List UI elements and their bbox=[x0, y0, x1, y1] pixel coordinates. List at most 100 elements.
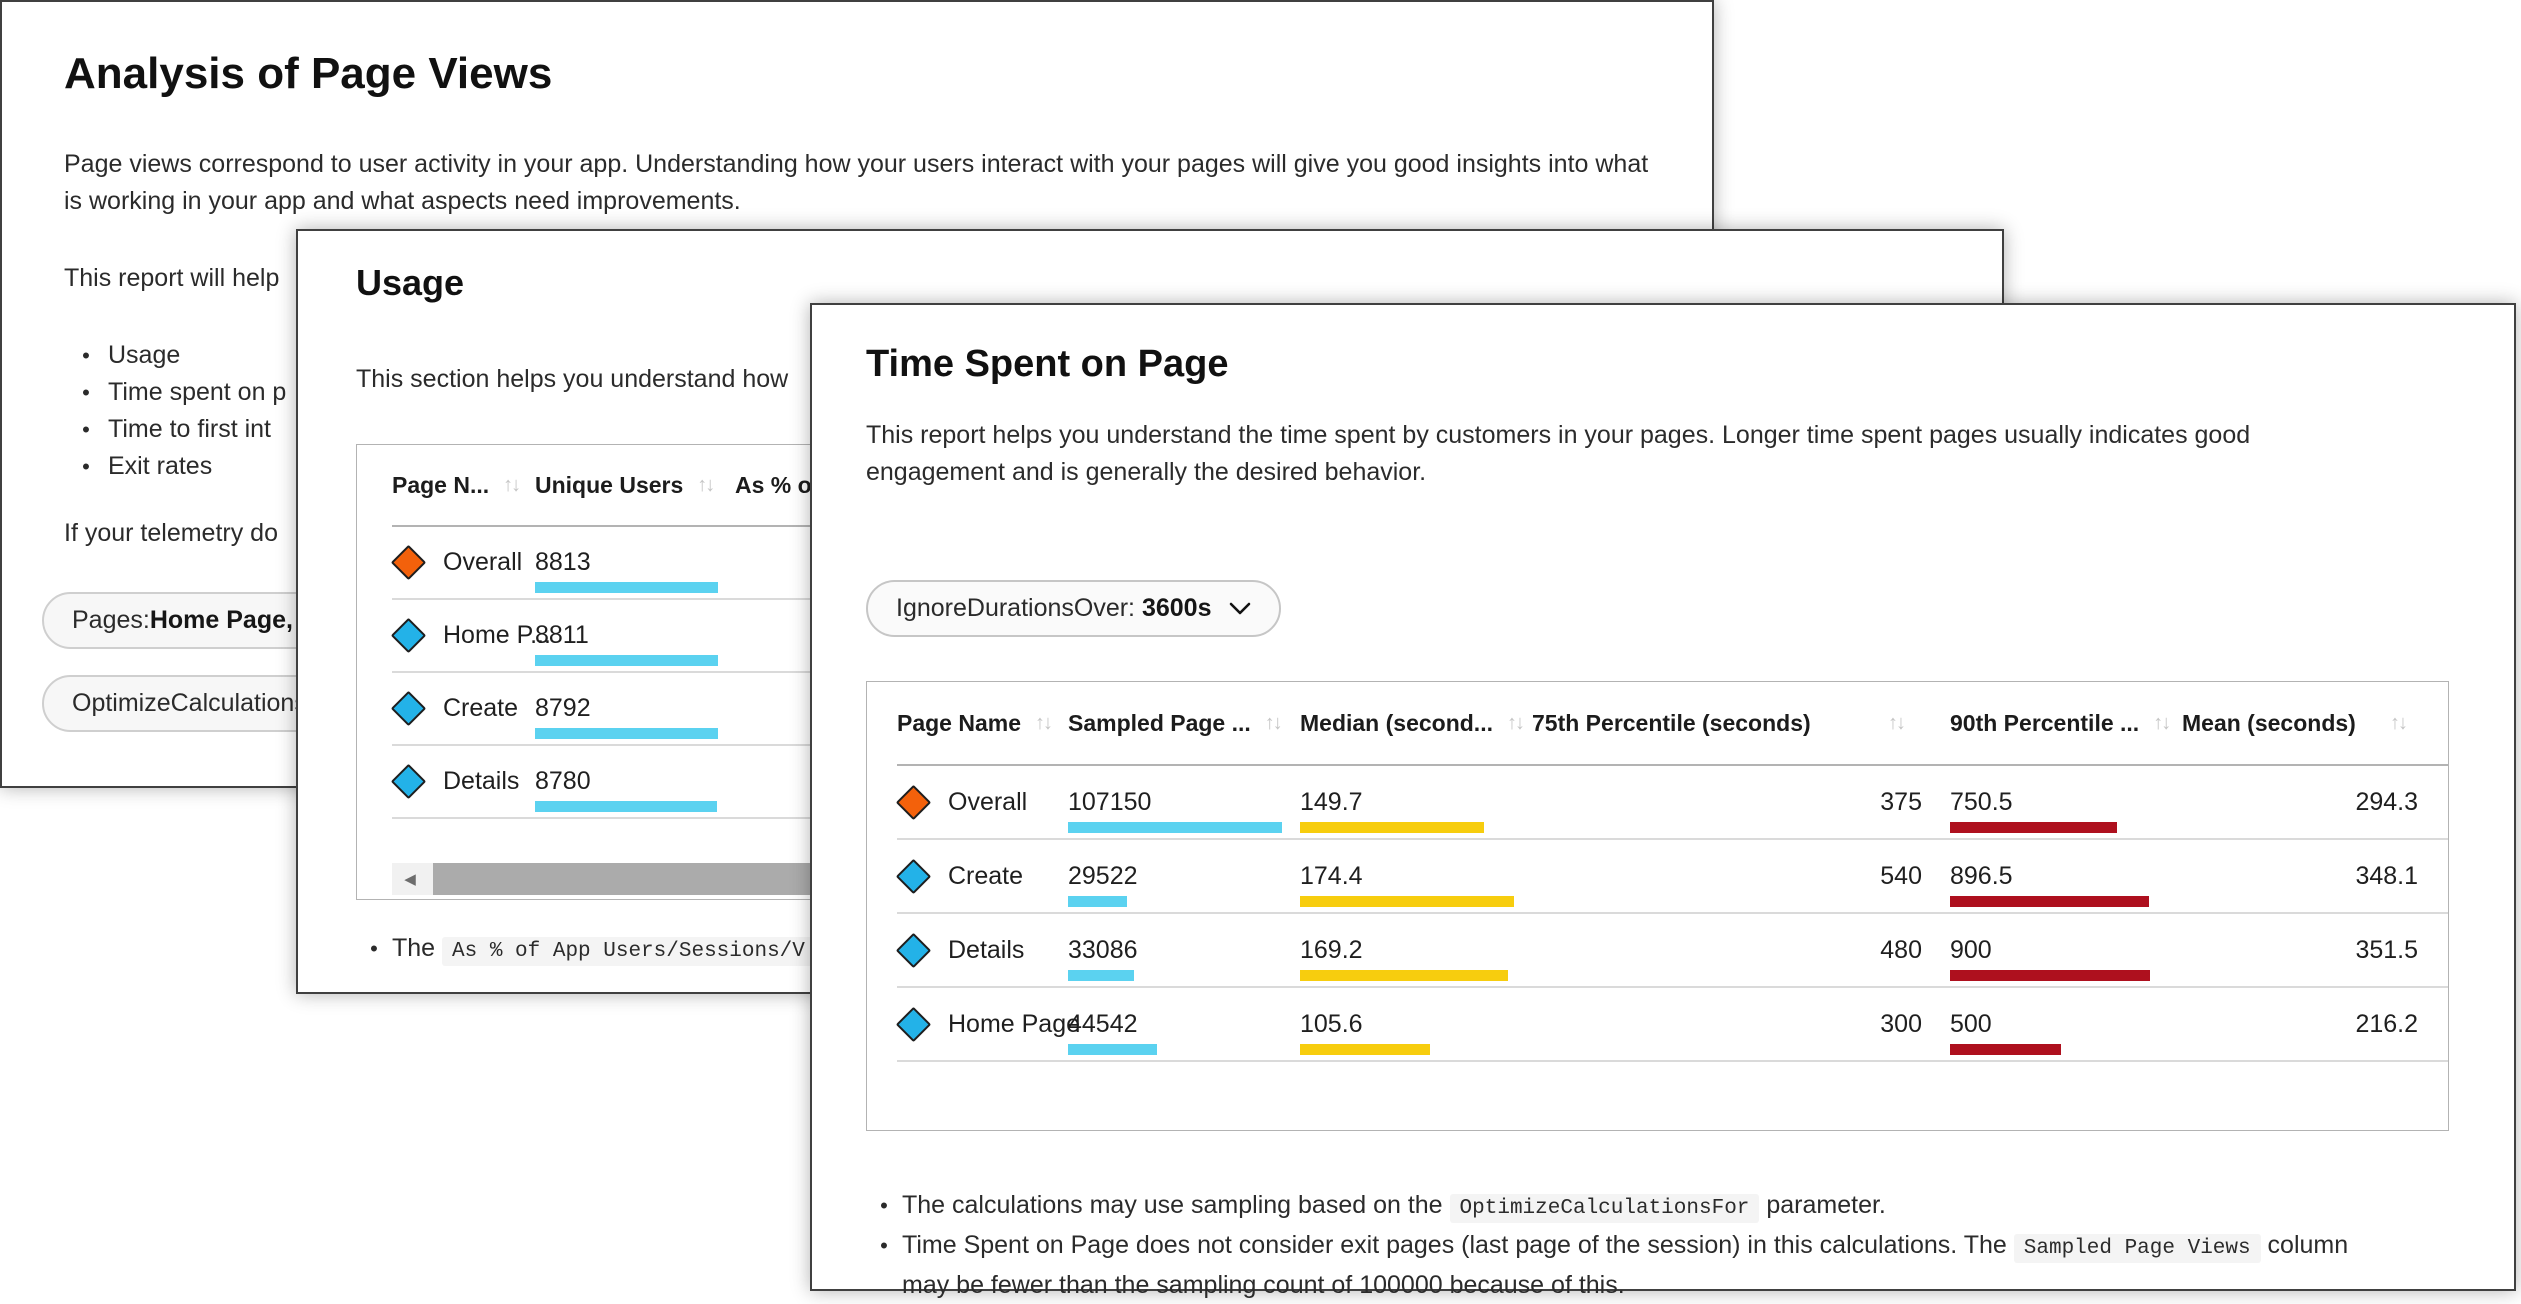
table-row: Create 29522 174.4 540 896.5 348.1 bbox=[895, 840, 2448, 914]
bullet-icon: • bbox=[880, 1233, 888, 1258]
cell-value: 105.6 bbox=[1300, 1009, 1363, 1038]
column-header-page-name[interactable]: Page N... ↑↓ bbox=[392, 471, 521, 498]
scroll-left-icon[interactable]: ◀ bbox=[392, 863, 428, 895]
bullet-icon: • bbox=[370, 936, 378, 961]
page-name-cell: Details bbox=[390, 746, 535, 817]
page-title: Analysis of Page Views bbox=[64, 49, 553, 98]
data-bar bbox=[535, 801, 717, 812]
cell-value: 216.2 bbox=[2355, 1009, 2418, 1038]
sort-icon[interactable]: ↑↓ bbox=[503, 473, 521, 496]
list-item: • Time spent on p bbox=[64, 374, 1672, 411]
list-item-label: Usage bbox=[108, 341, 181, 369]
page-name-label: Create bbox=[443, 694, 519, 722]
data-bar bbox=[1950, 1044, 2061, 1055]
value-cell-with-databar: 107150 bbox=[1068, 766, 1300, 838]
cell-value: 480 bbox=[1880, 935, 1922, 964]
cell-value: 149.7 bbox=[1300, 787, 1363, 816]
sort-icon[interactable]: ↑↓ bbox=[697, 473, 715, 496]
value-cell-with-databar: 44542 bbox=[1068, 988, 1300, 1060]
page-name-label: Overall bbox=[948, 787, 1028, 816]
inline-code: OptimizeCalculationsFor bbox=[1449, 1194, 1760, 1223]
data-bar bbox=[1068, 896, 1127, 907]
bullet-icon: • bbox=[82, 454, 90, 479]
data-bar bbox=[1300, 970, 1508, 981]
inline-code: Sampled Page Views bbox=[2013, 1234, 2261, 1263]
column-header-90th-percentile[interactable]: 90th Percentile ... ↑↓ bbox=[1950, 709, 2171, 736]
list-item-label: Time spent on p bbox=[108, 378, 287, 406]
bullet-icon: • bbox=[880, 1193, 888, 1218]
column-header-unique-users[interactable]: Unique Users ↑↓ bbox=[535, 471, 715, 498]
value-cell-with-databar: 174.4 bbox=[1300, 840, 1532, 912]
data-bar bbox=[1950, 896, 2149, 907]
column-header-75th-percentile[interactable]: 75th Percentile (seconds) ↑↓ bbox=[1532, 709, 1906, 736]
sort-icon[interactable]: ↑↓ bbox=[1264, 711, 1283, 734]
value-cell-with-databar: 33086 bbox=[1068, 914, 1300, 986]
column-header-mean-seconds[interactable]: Mean (seconds) ↑↓ bbox=[2182, 709, 2408, 736]
section-intro: This section helps you understand how bbox=[356, 365, 789, 393]
cell-value: 896.5 bbox=[1950, 861, 2013, 890]
page-name-cell: Home Page bbox=[895, 988, 1080, 1060]
data-bar bbox=[1068, 1044, 1157, 1055]
column-header-sampled-page-views[interactable]: Sampled Page ... ↑↓ bbox=[1068, 709, 1283, 736]
page-name-label: Details bbox=[443, 767, 520, 795]
data-bar bbox=[1950, 822, 2117, 833]
cell-value: 169.2 bbox=[1300, 935, 1363, 964]
bullet-icon: • bbox=[82, 417, 90, 442]
note-item: • Time Spent on Page does not consider e… bbox=[866, 1227, 2451, 1304]
inline-code: As % of App Users/Sessions/V bbox=[442, 937, 815, 966]
page-name-label: Details bbox=[948, 935, 1025, 964]
parameter-pills: Pages: Home Page, D OptimizeCalculations bbox=[42, 592, 1672, 732]
bullet-icon: • bbox=[82, 343, 90, 368]
value-cell-with-databar: 900 bbox=[1950, 914, 2182, 986]
legend-diamond-icon bbox=[895, 858, 932, 894]
ignore-durations-over-dropdown[interactable]: IgnoreDurationsOver: 3600s bbox=[866, 580, 1282, 637]
page-name-cell: Details bbox=[895, 914, 1068, 986]
sort-icon[interactable]: ↑↓ bbox=[1888, 711, 1906, 734]
value-cell-with-databar: 500 bbox=[1950, 988, 2182, 1060]
page-name-cell: Create bbox=[895, 840, 1068, 912]
list-item-label: Exit rates bbox=[108, 452, 213, 480]
intro-paragraph: Page views correspond to user activity i… bbox=[64, 150, 1649, 215]
column-header-as-percent[interactable]: As % of bbox=[735, 471, 820, 498]
sort-icon[interactable]: ↑↓ bbox=[1035, 711, 1053, 734]
table-row: Details 33086 169.2 480 900 351.5 bbox=[895, 914, 2448, 988]
optimize-calculations-parameter-pill[interactable]: OptimizeCalculations bbox=[42, 675, 337, 732]
page-name-label: Create bbox=[948, 861, 1024, 890]
cell-value: 375 bbox=[1880, 787, 1922, 816]
time-table-header: Page Name ↑↓ Sampled Page ... ↑↓ Median … bbox=[897, 682, 2448, 766]
value-cell: 480 bbox=[1532, 914, 1950, 986]
legend-diamond-icon bbox=[390, 617, 427, 654]
legend-diamond-icon bbox=[895, 784, 932, 820]
sort-icon[interactable]: ↑↓ bbox=[2153, 711, 2171, 734]
note-item: • The As % of App Users/Sessions/V bbox=[356, 930, 1962, 970]
value-cell: 294.3 bbox=[2182, 766, 2448, 838]
page-name-cell: Overall bbox=[895, 766, 1068, 838]
sort-icon[interactable]: ↑↓ bbox=[2390, 711, 2408, 734]
bullet-icon: • bbox=[82, 380, 90, 405]
page-name-cell: Home P... bbox=[390, 600, 551, 671]
cell-value: 348.1 bbox=[2355, 861, 2418, 890]
chevron-down-icon bbox=[1230, 602, 1251, 615]
page-name-label: Overall bbox=[443, 548, 523, 576]
column-header-page-name[interactable]: Page Name ↑↓ bbox=[897, 709, 1053, 736]
value-cell-with-databar: 149.7 bbox=[1300, 766, 1532, 838]
section-intro: This report helps you understand the tim… bbox=[866, 421, 2251, 486]
time-table-body: Overall 107150 149.7 375 750.5 294.3 Create 295… bbox=[895, 766, 2448, 1062]
value-cell-with-databar: 169.2 bbox=[1300, 914, 1532, 986]
value-cell: 216.2 bbox=[2182, 988, 2448, 1060]
section-title: Usage bbox=[356, 262, 465, 303]
cell-value: 107150 bbox=[1068, 787, 1152, 816]
list-item: • Time to first int bbox=[64, 411, 1672, 448]
time-spent-table: Page Name ↑↓ Sampled Page ... ↑↓ Median … bbox=[866, 681, 2449, 1131]
value-cell-with-databar: 8813 bbox=[535, 527, 735, 598]
cell-value: 300 bbox=[1880, 1009, 1922, 1038]
value-cell-with-databar: 29522 bbox=[1068, 840, 1300, 912]
value-cell-with-databar: 8811 bbox=[535, 600, 735, 671]
data-bar bbox=[1300, 1044, 1430, 1055]
sort-icon[interactable]: ↑↓ bbox=[1506, 711, 1525, 734]
time-spent-on-page-card: Time Spent on Page This report helps you… bbox=[810, 303, 2516, 1299]
note-text: The calculations may use sampling based … bbox=[902, 1187, 2451, 1227]
report-help-text: This report will help bbox=[64, 264, 280, 292]
column-header-median-seconds[interactable]: Median (second... ↑↓ bbox=[1300, 709, 1525, 736]
note-text: Time Spent on Page does not consider exi… bbox=[902, 1231, 2349, 1299]
